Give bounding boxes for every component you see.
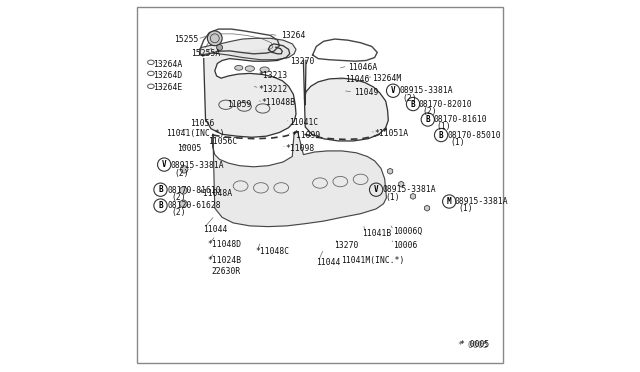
Circle shape [180,187,187,194]
Text: *11048D: *11048D [208,240,242,249]
Text: M: M [447,197,452,206]
Text: 08915-3381A: 08915-3381A [171,161,225,170]
Text: 08915-3381A: 08915-3381A [382,185,436,194]
Text: * 0005: * 0005 [458,341,488,350]
Ellipse shape [245,66,255,71]
Text: 11059: 11059 [227,100,252,109]
Text: *11051A: *11051A [374,129,409,138]
Text: 11041B: 11041B [362,230,391,238]
Text: (2): (2) [174,169,189,177]
Text: 13264M: 13264M [372,74,401,83]
Text: *11048B: *11048B [261,98,295,107]
Ellipse shape [235,65,243,70]
Text: 13264A: 13264A [153,60,182,69]
Text: 11041(INC.*): 11041(INC.*) [166,129,224,138]
Text: 11056C: 11056C [209,137,237,146]
Text: 11044: 11044 [203,225,227,234]
Text: 11056: 11056 [190,119,214,128]
Text: (2): (2) [422,107,437,116]
Text: 11049: 11049 [354,89,378,97]
Text: 11046: 11046 [345,75,369,84]
Polygon shape [213,132,387,227]
Text: 15255: 15255 [175,35,199,44]
Text: B: B [439,131,444,140]
Text: *11048A: *11048A [199,189,233,198]
Text: (1): (1) [458,204,473,214]
Text: 08170-82010: 08170-82010 [419,100,472,109]
Text: *11099: *11099 [291,131,321,140]
Text: 15255A: 15255A [191,49,221,58]
Text: 13264D: 13264D [153,71,182,80]
Text: (2): (2) [403,94,417,103]
Text: (1): (1) [436,122,451,131]
Text: 11044: 11044 [316,258,340,267]
Text: *11048C: *11048C [256,247,290,256]
Text: * 0005: * 0005 [460,340,489,349]
Text: B: B [158,185,163,194]
Text: 08915-3381A: 08915-3381A [454,197,508,206]
Text: B: B [426,115,430,124]
Text: 08915-3381A: 08915-3381A [399,86,453,95]
Text: *13212: *13212 [258,85,287,94]
Text: 22630R: 22630R [211,267,241,276]
Circle shape [180,166,188,173]
Text: (1): (1) [450,138,465,147]
Text: (2): (2) [172,208,186,218]
Polygon shape [204,44,296,137]
Text: 13264E: 13264E [153,83,182,92]
Text: 08170-85010: 08170-85010 [447,131,500,140]
Text: 11041C: 11041C [289,118,318,126]
Text: B: B [158,201,163,210]
Text: V: V [162,160,166,169]
Text: 08120-61628: 08120-61628 [167,201,221,210]
Text: V: V [374,185,378,194]
Ellipse shape [260,67,269,73]
Text: 10005: 10005 [177,144,201,153]
Polygon shape [200,38,296,60]
Text: *13213: *13213 [258,71,287,80]
Text: 08170-81610: 08170-81610 [434,115,487,124]
Text: 13270: 13270 [290,57,314,66]
Circle shape [180,200,187,208]
Text: 13264: 13264 [281,31,306,40]
Text: 13270: 13270 [334,241,358,250]
Text: (1): (1) [386,193,401,202]
Circle shape [216,45,223,51]
Text: 10006Q: 10006Q [393,227,422,235]
Text: 11041M(INC.*): 11041M(INC.*) [341,256,404,266]
Text: 11046A: 11046A [348,62,377,72]
Text: 10006: 10006 [393,241,417,250]
Text: B: B [411,100,415,109]
Text: V: V [391,86,396,95]
Text: (2): (2) [172,193,186,202]
Text: *11024B: *11024B [207,256,241,266]
Polygon shape [303,61,388,141]
Circle shape [207,31,222,46]
Text: 08170-81610: 08170-81610 [167,186,221,195]
Text: *11098: *11098 [285,144,314,153]
